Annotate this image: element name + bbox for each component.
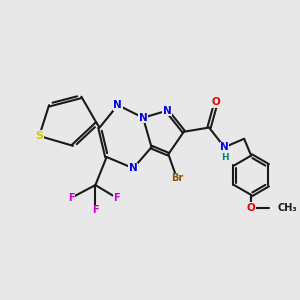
- Text: O: O: [247, 202, 256, 212]
- Text: F: F: [68, 193, 75, 203]
- Text: S: S: [35, 131, 43, 141]
- Text: N: N: [220, 142, 229, 152]
- Text: Br: Br: [171, 173, 183, 183]
- Text: N: N: [129, 163, 138, 173]
- Text: N: N: [163, 106, 171, 116]
- Text: CH₃: CH₃: [277, 202, 297, 212]
- Text: F: F: [92, 205, 99, 215]
- Text: N: N: [113, 100, 122, 110]
- Text: O: O: [212, 97, 220, 107]
- Text: N: N: [139, 113, 148, 123]
- Text: F: F: [113, 193, 120, 203]
- Text: H: H: [221, 153, 228, 162]
